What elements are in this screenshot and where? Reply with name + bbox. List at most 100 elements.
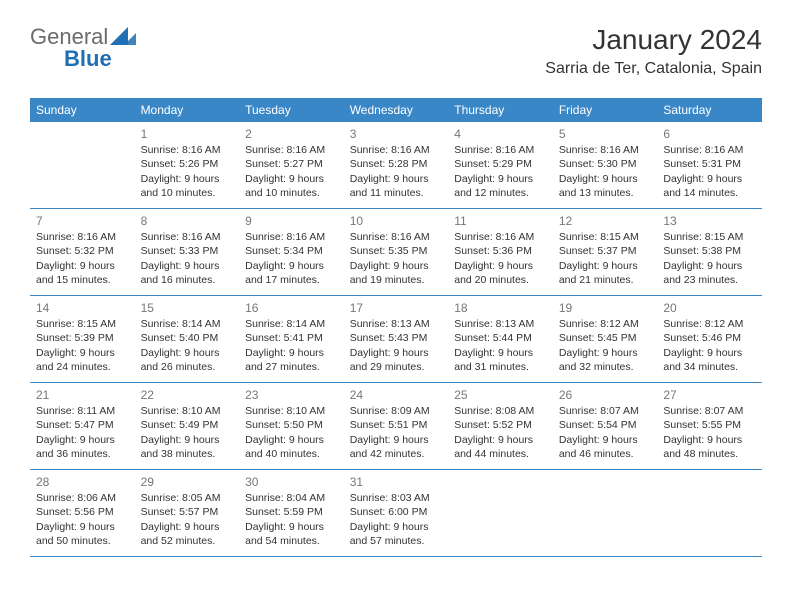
day-number: 29 (141, 474, 234, 490)
sunrise-line: Sunrise: 8:14 AM (141, 317, 234, 331)
day-cell: 4Sunrise: 8:16 AMSunset: 5:29 PMDaylight… (448, 122, 553, 209)
sunset-line: Sunset: 5:40 PM (141, 331, 234, 345)
day-cell: 13Sunrise: 8:15 AMSunset: 5:38 PMDayligh… (657, 209, 762, 296)
day-info: Sunrise: 8:11 AMSunset: 5:47 PMDaylight:… (36, 404, 129, 461)
day-cell: 11Sunrise: 8:16 AMSunset: 5:36 PMDayligh… (448, 209, 553, 296)
day-number: 4 (454, 126, 547, 142)
daylight-line: Daylight: 9 hours and 54 minutes. (245, 520, 338, 548)
day-number: 5 (559, 126, 652, 142)
daylight-line: Daylight: 9 hours and 34 minutes. (663, 346, 756, 374)
day-number: 12 (559, 213, 652, 229)
day-header: Saturday (657, 98, 762, 122)
daylight-line: Daylight: 9 hours and 10 minutes. (245, 172, 338, 200)
daylight-line: Daylight: 9 hours and 21 minutes. (559, 259, 652, 287)
day-info: Sunrise: 8:07 AMSunset: 5:55 PMDaylight:… (663, 404, 756, 461)
sunrise-line: Sunrise: 8:11 AM (36, 404, 129, 418)
day-number: 25 (454, 387, 547, 403)
sunrise-line: Sunrise: 8:06 AM (36, 491, 129, 505)
daylight-line: Daylight: 9 hours and 12 minutes. (454, 172, 547, 200)
daylight-line: Daylight: 9 hours and 46 minutes. (559, 433, 652, 461)
week-row: 28Sunrise: 8:06 AMSunset: 5:56 PMDayligh… (30, 470, 762, 557)
day-info: Sunrise: 8:14 AMSunset: 5:40 PMDaylight:… (141, 317, 234, 374)
day-number: 3 (350, 126, 443, 142)
sunset-line: Sunset: 5:41 PM (245, 331, 338, 345)
day-info: Sunrise: 8:13 AMSunset: 5:43 PMDaylight:… (350, 317, 443, 374)
sunset-line: Sunset: 5:46 PM (663, 331, 756, 345)
day-info: Sunrise: 8:15 AMSunset: 5:38 PMDaylight:… (663, 230, 756, 287)
day-header: Friday (553, 98, 658, 122)
day-cell: 23Sunrise: 8:10 AMSunset: 5:50 PMDayligh… (239, 383, 344, 470)
day-number: 22 (141, 387, 234, 403)
sunset-line: Sunset: 5:52 PM (454, 418, 547, 432)
day-info: Sunrise: 8:15 AMSunset: 5:37 PMDaylight:… (559, 230, 652, 287)
day-cell: 1Sunrise: 8:16 AMSunset: 5:26 PMDaylight… (135, 122, 240, 209)
day-number: 31 (350, 474, 443, 490)
day-header: Monday (135, 98, 240, 122)
day-cell: 10Sunrise: 8:16 AMSunset: 5:35 PMDayligh… (344, 209, 449, 296)
sunset-line: Sunset: 5:38 PM (663, 244, 756, 258)
day-number: 19 (559, 300, 652, 316)
sunset-line: Sunset: 6:00 PM (350, 505, 443, 519)
sunrise-line: Sunrise: 8:16 AM (454, 143, 547, 157)
sunset-line: Sunset: 5:47 PM (36, 418, 129, 432)
day-number: 10 (350, 213, 443, 229)
sunrise-line: Sunrise: 8:15 AM (559, 230, 652, 244)
daylight-line: Daylight: 9 hours and 13 minutes. (559, 172, 652, 200)
sunrise-line: Sunrise: 8:14 AM (245, 317, 338, 331)
sunset-line: Sunset: 5:30 PM (559, 157, 652, 171)
day-cell: 18Sunrise: 8:13 AMSunset: 5:44 PMDayligh… (448, 296, 553, 383)
sunrise-line: Sunrise: 8:15 AM (663, 230, 756, 244)
day-info: Sunrise: 8:09 AMSunset: 5:51 PMDaylight:… (350, 404, 443, 461)
sunrise-line: Sunrise: 8:16 AM (663, 143, 756, 157)
week-row: 7Sunrise: 8:16 AMSunset: 5:32 PMDaylight… (30, 209, 762, 296)
day-cell (553, 470, 658, 557)
sunset-line: Sunset: 5:35 PM (350, 244, 443, 258)
day-info: Sunrise: 8:16 AMSunset: 5:31 PMDaylight:… (663, 143, 756, 200)
sunrise-line: Sunrise: 8:04 AM (245, 491, 338, 505)
sunset-line: Sunset: 5:50 PM (245, 418, 338, 432)
day-info: Sunrise: 8:12 AMSunset: 5:45 PMDaylight:… (559, 317, 652, 374)
day-cell: 22Sunrise: 8:10 AMSunset: 5:49 PMDayligh… (135, 383, 240, 470)
sunset-line: Sunset: 5:45 PM (559, 331, 652, 345)
daylight-line: Daylight: 9 hours and 29 minutes. (350, 346, 443, 374)
day-info: Sunrise: 8:05 AMSunset: 5:57 PMDaylight:… (141, 491, 234, 548)
sunset-line: Sunset: 5:56 PM (36, 505, 129, 519)
month-title: January 2024 (545, 24, 762, 56)
sunset-line: Sunset: 5:39 PM (36, 331, 129, 345)
day-info: Sunrise: 8:04 AMSunset: 5:59 PMDaylight:… (245, 491, 338, 548)
day-info: Sunrise: 8:10 AMSunset: 5:49 PMDaylight:… (141, 404, 234, 461)
day-cell: 26Sunrise: 8:07 AMSunset: 5:54 PMDayligh… (553, 383, 658, 470)
sunset-line: Sunset: 5:26 PM (141, 157, 234, 171)
sunset-line: Sunset: 5:44 PM (454, 331, 547, 345)
sunrise-line: Sunrise: 8:12 AM (663, 317, 756, 331)
daylight-line: Daylight: 9 hours and 40 minutes. (245, 433, 338, 461)
day-number: 24 (350, 387, 443, 403)
day-number: 14 (36, 300, 129, 316)
day-number: 17 (350, 300, 443, 316)
day-info: Sunrise: 8:16 AMSunset: 5:34 PMDaylight:… (245, 230, 338, 287)
sunset-line: Sunset: 5:37 PM (559, 244, 652, 258)
daylight-line: Daylight: 9 hours and 36 minutes. (36, 433, 129, 461)
sunset-line: Sunset: 5:32 PM (36, 244, 129, 258)
day-cell: 15Sunrise: 8:14 AMSunset: 5:40 PMDayligh… (135, 296, 240, 383)
day-header: Sunday (30, 98, 135, 122)
day-cell: 24Sunrise: 8:09 AMSunset: 5:51 PMDayligh… (344, 383, 449, 470)
title-block: January 2024 Sarria de Ter, Catalonia, S… (545, 24, 762, 78)
logo-word2: Blue (64, 46, 112, 72)
sunrise-line: Sunrise: 8:07 AM (663, 404, 756, 418)
sunset-line: Sunset: 5:29 PM (454, 157, 547, 171)
sunset-line: Sunset: 5:54 PM (559, 418, 652, 432)
sunrise-line: Sunrise: 8:15 AM (36, 317, 129, 331)
sunrise-line: Sunrise: 8:16 AM (245, 143, 338, 157)
day-info: Sunrise: 8:08 AMSunset: 5:52 PMDaylight:… (454, 404, 547, 461)
day-number: 21 (36, 387, 129, 403)
sunrise-line: Sunrise: 8:10 AM (141, 404, 234, 418)
day-number: 6 (663, 126, 756, 142)
day-cell (657, 470, 762, 557)
sunset-line: Sunset: 5:55 PM (663, 418, 756, 432)
sunset-line: Sunset: 5:34 PM (245, 244, 338, 258)
day-cell: 8Sunrise: 8:16 AMSunset: 5:33 PMDaylight… (135, 209, 240, 296)
daylight-line: Daylight: 9 hours and 24 minutes. (36, 346, 129, 374)
sunrise-line: Sunrise: 8:16 AM (245, 230, 338, 244)
sunset-line: Sunset: 5:51 PM (350, 418, 443, 432)
